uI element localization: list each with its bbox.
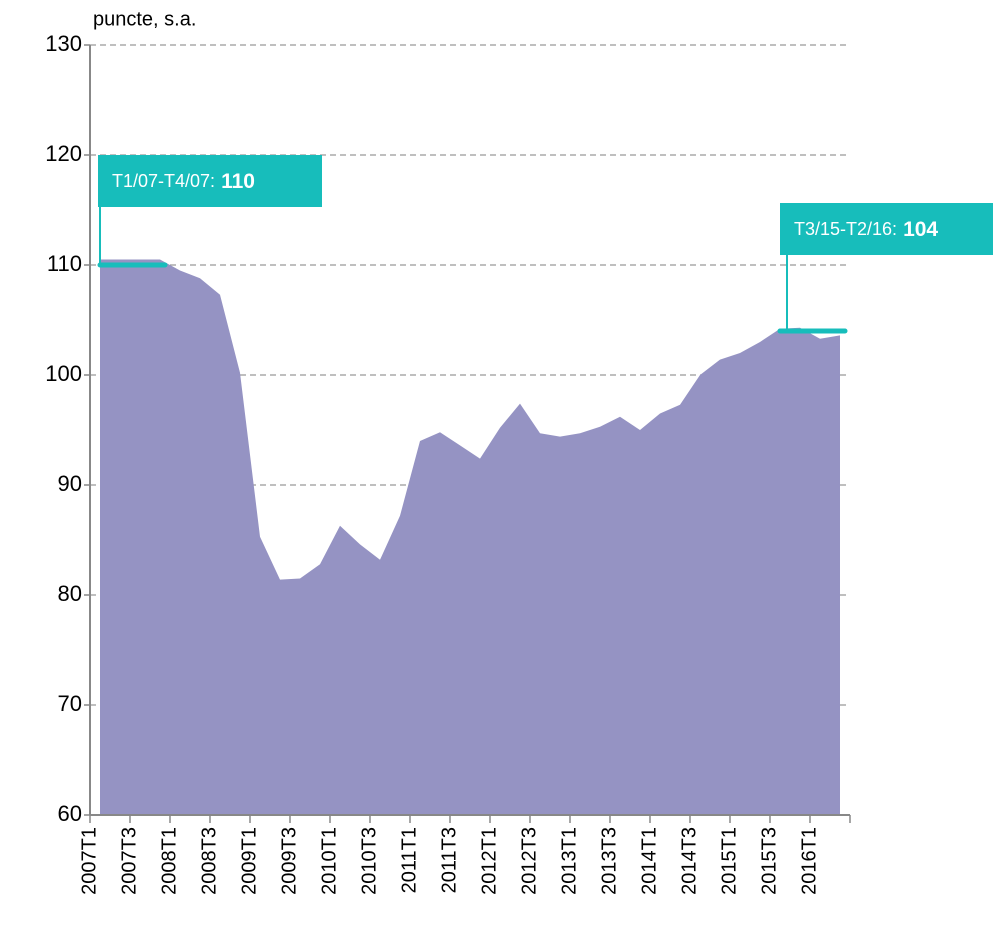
annotation-label: T1/07-T4/07: [112,171,215,191]
y-tick-label: 110 [47,251,82,276]
y-tick-label: 90 [58,471,82,496]
x-tick-label: 2008T1 [158,827,180,895]
annotation-label: T3/15-T2/16: [794,219,897,239]
y-tick-label: 120 [45,141,82,166]
x-tick-label: 2011T3 [438,827,460,893]
y-tick-label: 80 [58,581,82,606]
x-tick-label: 2007T1 [78,827,100,895]
x-tick-label: 2011T1 [398,827,420,893]
x-tick-label: 2009T1 [238,827,260,895]
x-tick-label: 2013T1 [558,827,580,895]
y-tick-label: 100 [45,361,82,386]
y-tick-label: 130 [45,31,82,56]
x-tick-label: 2015T1 [718,827,740,895]
x-tick-label: 2014T3 [678,827,700,895]
y-tick-label: 70 [58,691,82,716]
annotation-text: T1/07-T4/07: 110 [112,170,255,193]
y-tick-label: 60 [58,801,82,826]
x-tick-label: 2014T1 [638,827,660,895]
x-tick-label: 2013T3 [598,827,620,895]
x-tick-label: 2007T3 [118,827,140,895]
x-tick-label: 2010T3 [358,827,380,895]
x-tick-label: 2012T1 [478,827,500,895]
x-tick-label: 2010T1 [318,827,340,895]
x-tick-label: 2016T1 [798,827,820,895]
x-tick-label: 2008T3 [198,827,220,895]
annotation-text: T3/15-T2/16: 104 [794,218,938,241]
annotation-box [98,155,322,207]
y-axis-label: puncte, s.a. [93,8,196,30]
x-tick-label: 2012T3 [518,827,540,895]
annotation-value: 110 [221,170,255,193]
annotation-box [780,203,993,255]
x-tick-label: 2015T3 [758,827,780,895]
area [100,259,840,815]
annotation-value: 104 [903,218,938,241]
x-tick-label: 2009T3 [278,827,300,895]
